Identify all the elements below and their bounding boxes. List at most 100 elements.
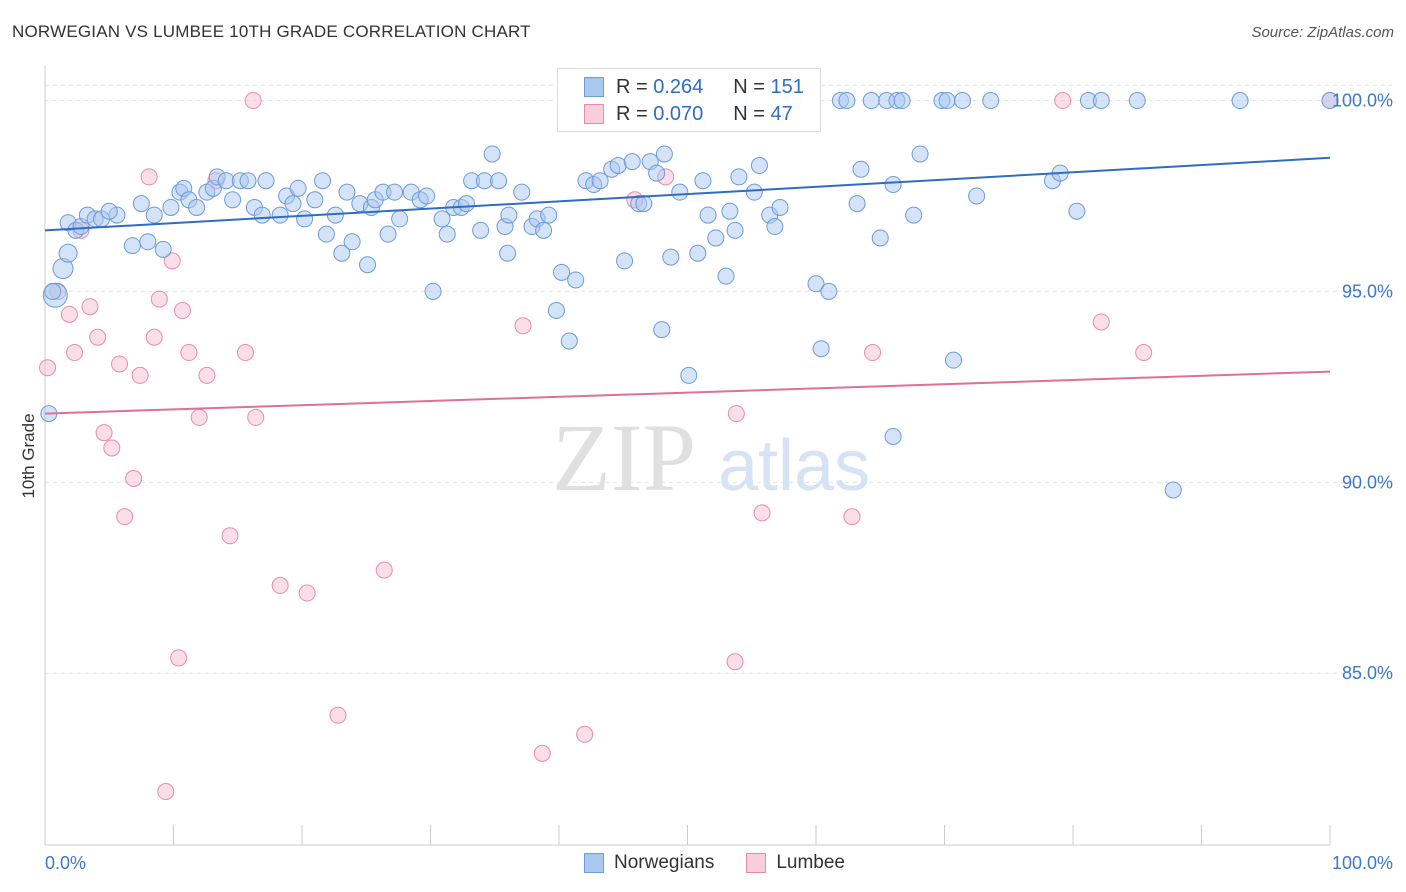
norwegian-point <box>418 187 436 205</box>
norwegian-point <box>953 92 971 110</box>
norwegian-point <box>1231 92 1249 110</box>
lumbee-point <box>533 744 551 762</box>
norwegian-point <box>871 229 889 247</box>
norwegian-point <box>271 206 289 224</box>
lumbee-point <box>247 408 265 426</box>
lumbee-point <box>843 508 861 526</box>
lumbee-point <box>1054 92 1072 110</box>
legend-r-label: R = <box>616 102 648 125</box>
norwegian-point <box>44 282 62 300</box>
lumbee-point <box>173 302 191 320</box>
norwegian-point <box>338 183 356 201</box>
lumbee-point <box>271 576 289 594</box>
norwegian-point <box>306 191 324 209</box>
norwegian-point <box>862 92 880 110</box>
lumbee-point <box>66 344 84 362</box>
norwegian-point <box>433 210 451 228</box>
norwegian-point <box>284 195 302 213</box>
tick-labels: 85.0% 90.0% 95.0% 100.0% 0.0% 100.0% <box>45 91 1393 873</box>
lumbee-point <box>170 649 188 667</box>
norwegian-point <box>884 176 902 194</box>
lumbee-trend-line <box>44 370 1331 415</box>
lumbee-point <box>298 584 316 602</box>
norwegian-point <box>905 206 923 224</box>
norwegian-point <box>472 221 490 239</box>
norwegian-point <box>766 218 784 236</box>
norwegian-point <box>162 198 180 216</box>
norwegian-point <box>145 206 163 224</box>
y-tick-label: 85.0% <box>1342 663 1393 683</box>
norwegian-point <box>982 92 1000 110</box>
lumbee-point <box>116 508 134 526</box>
legend-label: Norwegians <box>614 852 715 873</box>
norwegian-point <box>1164 481 1182 499</box>
legend-label: Lumbee <box>776 852 845 873</box>
norwegian-point <box>257 172 275 190</box>
lumbee-point <box>140 168 158 186</box>
norwegian-point <box>852 160 870 178</box>
lumbee-point <box>60 305 78 323</box>
norwegian-point <box>540 206 558 224</box>
norwegian-point <box>154 240 172 258</box>
watermark-zip: ZIP <box>552 404 696 511</box>
lumbee-point <box>103 439 121 457</box>
norwegian-point <box>224 191 242 209</box>
series-legend: Norwegians Lumbee <box>584 852 877 874</box>
lumbee-point <box>864 344 882 362</box>
norwegian-point <box>680 366 698 384</box>
y-axis-label: 10th Grade <box>19 413 38 498</box>
legend-swatch-blue <box>584 853 604 873</box>
norwegian-point <box>139 233 157 251</box>
lumbee-point <box>95 424 113 442</box>
lumbee-point <box>726 653 744 671</box>
legend-r-label: R = <box>616 75 648 98</box>
lumbee-point <box>375 561 393 579</box>
norwegian-point <box>730 168 748 186</box>
norwegian-point <box>968 187 986 205</box>
norwegian-point <box>424 282 442 300</box>
x-tick-label: 100.0% <box>1332 853 1393 873</box>
norwegian-point <box>100 202 118 220</box>
norwegian-point <box>820 282 838 300</box>
norwegian-point <box>623 153 641 171</box>
norwegian-point <box>483 145 501 163</box>
trend-lines <box>44 156 1331 415</box>
lumbee-point <box>150 290 168 308</box>
norwegian-point <box>707 229 725 247</box>
lumbee-point <box>131 366 149 384</box>
norwegian-point <box>359 256 377 274</box>
norwegian-point <box>379 225 397 243</box>
norwegian-point <box>938 92 956 110</box>
norwegian-point <box>317 225 335 243</box>
norwegian-point <box>438 225 456 243</box>
norwegian-point <box>609 156 627 174</box>
norwegian-point <box>1128 92 1146 110</box>
norwegian-point <box>1092 92 1110 110</box>
norwegian-point <box>391 210 409 228</box>
norwegian-point <box>188 198 206 216</box>
norwegian-point <box>771 198 789 216</box>
norwegian-trend-line <box>44 156 1331 232</box>
lumbee-point <box>1135 344 1153 362</box>
legend-r-value: 0.264 <box>653 75 704 98</box>
lumbee-point <box>145 328 163 346</box>
norwegian-point <box>567 271 585 289</box>
lumbee-point <box>157 783 175 801</box>
norwegian-point <box>239 172 257 190</box>
norwegian-point <box>333 244 351 262</box>
y-tick-label: 100.0% <box>1332 91 1393 111</box>
legend-item-lumbee[interactable]: Lumbee <box>746 852 845 874</box>
legend-n-value: 47 <box>770 102 793 125</box>
norwegian-point <box>58 243 78 263</box>
norwegian-point <box>911 145 929 163</box>
lumbee-point <box>81 298 99 316</box>
norwegian-point <box>884 428 902 446</box>
legend-row-norwegians: R = 0.264 N = 151 <box>584 74 804 100</box>
legend-item-norwegians[interactable]: Norwegians <box>584 852 714 874</box>
norwegian-point <box>500 206 518 224</box>
legend-n-label: N = <box>733 75 765 98</box>
norwegian-point <box>848 195 866 213</box>
norwegian-point <box>671 183 689 201</box>
lumbee-point <box>576 725 594 743</box>
